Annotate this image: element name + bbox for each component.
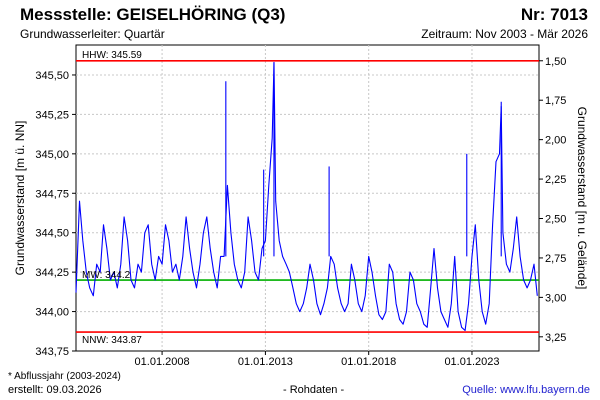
- y-tick-label: 344,75: [35, 188, 69, 200]
- y-axis-title-left: Grundwasserstand [m ü. NN]: [13, 121, 27, 276]
- right-tick-label: 1,50: [545, 56, 566, 68]
- reference-label-nnw: NNW: 343.87: [82, 335, 142, 346]
- plot-area: [75, 44, 540, 352]
- right-tick-label: 2,50: [545, 214, 566, 226]
- right-tick-label: 3,00: [545, 292, 566, 304]
- station-number: Nr: 7013: [520, 5, 588, 24]
- right-tick-label: 1,75: [545, 95, 566, 107]
- footnote: * Abflussjahr (2003-2024): [8, 371, 121, 382]
- x-tick-label: 01.01.2018: [341, 356, 396, 368]
- groundwater-series-line: [75, 61, 538, 332]
- x-tick-label: 01.01.2013: [238, 356, 293, 368]
- y-tick-label: 344,25: [35, 267, 69, 279]
- page-title: Messstelle: GEISELHÖRING (Q3): [20, 5, 286, 24]
- y-tick-label: 344,50: [35, 228, 69, 240]
- period-label: Zeitraum: Nov 2003 - Mär 2026: [421, 27, 588, 41]
- y-tick-label: 345,25: [35, 109, 69, 121]
- created-date: erstellt: 09.03.2026: [8, 384, 102, 396]
- x-tick-label: 01.01.2008: [135, 356, 190, 368]
- x-tick-label: 01.01.2023: [444, 356, 499, 368]
- y-tick-label: 345,00: [35, 149, 69, 161]
- y-tick-label: 345,50: [35, 70, 69, 82]
- right-tick-label: 2,75: [545, 253, 566, 265]
- reference-label-hhw: HHW: 345.59: [82, 50, 142, 61]
- reference-label-mw: MW: 344.2: [82, 270, 131, 281]
- y-axis-title-right: Grundwasserstand [m u. Gelände]: [575, 107, 589, 290]
- source-link[interactable]: Quelle: www.lfu.bayern.de: [462, 384, 590, 396]
- y-tick-label: 344,00: [35, 307, 69, 319]
- right-tick-label: 2,00: [545, 135, 566, 147]
- right-tick-label: 2,25: [545, 174, 566, 186]
- y-tick-label: 343,75: [35, 346, 69, 358]
- raw-data-label: - Rohdaten -: [283, 384, 345, 396]
- aquifer-label: Grundwasserleiter: Quartär: [20, 27, 165, 41]
- right-tick-label: 3,25: [545, 332, 566, 344]
